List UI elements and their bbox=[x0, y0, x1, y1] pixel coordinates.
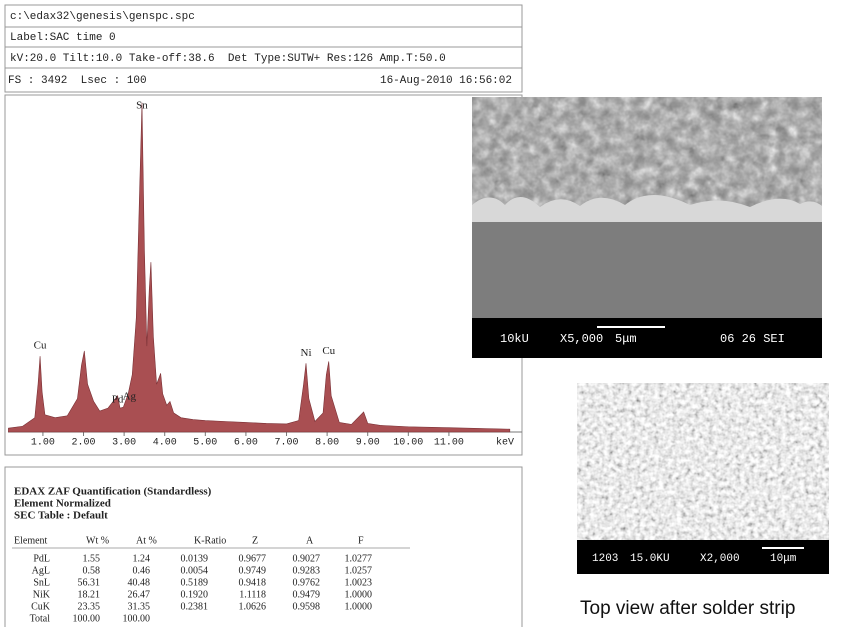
table-cell: 0.58 bbox=[83, 565, 101, 576]
sem-cross-section: 10kU X5,000 5μm 06 26 SEI bbox=[472, 97, 822, 358]
quant-table: EDAX ZAF Quantification (Standardless) E… bbox=[4, 466, 523, 627]
table-cell: 0.9479 bbox=[293, 589, 321, 600]
spectrum-chart: keV 1.00 2.00 3.00 4.00 5.00 6.00 7.00 8.00 9.00… bbox=[4, 94, 523, 456]
x-tick-label: 2.00 bbox=[72, 438, 96, 449]
settings: kV:20.0 Tilt:10.0 Take-off:38.6 Det Type… bbox=[10, 53, 446, 65]
table-cell: 0.9762 bbox=[293, 577, 321, 588]
table-cell: 0.9598 bbox=[293, 601, 321, 612]
table-cell: 56.31 bbox=[78, 577, 101, 588]
table-title: SEC Table : Default bbox=[14, 510, 108, 522]
sem-databar bbox=[577, 540, 829, 574]
spectrum-header: c:\edax32\genesis\genspc.spc Label:SAC t… bbox=[4, 4, 523, 93]
table-cell: Total bbox=[30, 613, 51, 624]
x-tick-label: 11.00 bbox=[434, 438, 464, 449]
sem-texture bbox=[577, 383, 829, 540]
table-cell: 1.24 bbox=[133, 553, 151, 564]
table-cell: NiK bbox=[33, 589, 51, 600]
table-cell: 31.35 bbox=[128, 601, 151, 612]
table-title: Element Normalized bbox=[14, 498, 111, 510]
sem-text: 1203 bbox=[592, 553, 618, 565]
peak-label: Ag bbox=[123, 391, 137, 403]
sem-text: X5,000 bbox=[560, 332, 603, 346]
table-cell: 26.47 bbox=[128, 589, 151, 600]
sem-text: 15.0KU bbox=[630, 553, 670, 565]
table-cell: 40.48 bbox=[128, 577, 151, 588]
table-cell: CuK bbox=[31, 601, 51, 612]
table-cell: 0.9418 bbox=[239, 577, 267, 588]
peak-label: Cu bbox=[34, 340, 47, 352]
table-cell: 0.0054 bbox=[181, 565, 209, 576]
table-header: Wt % bbox=[86, 535, 109, 546]
x-tick-label: 3.00 bbox=[112, 438, 136, 449]
table-cell: 1.55 bbox=[83, 553, 101, 564]
table-cell: 0.0139 bbox=[181, 553, 209, 564]
table-cell: 1.0000 bbox=[345, 601, 373, 612]
x-tick-label: 1.00 bbox=[31, 438, 55, 449]
header-frame bbox=[4, 4, 523, 93]
table-header: Z bbox=[252, 535, 258, 546]
table-cell: 0.9749 bbox=[239, 565, 267, 576]
label: Label:SAC time 0 bbox=[10, 32, 116, 44]
fs-lsec: FS : 3492 Lsec : 100 bbox=[8, 75, 147, 87]
table-header: A bbox=[306, 535, 314, 546]
peak-label: Sn bbox=[136, 100, 148, 112]
x-axis-label: keV bbox=[496, 437, 514, 449]
peak-label: Ni bbox=[301, 347, 312, 359]
table-cell: 100.00 bbox=[73, 613, 101, 624]
table-header: At % bbox=[136, 535, 157, 546]
sem-text: 5μm bbox=[615, 332, 637, 346]
table-cell: AgL bbox=[32, 565, 50, 576]
table-cell: SnL bbox=[33, 577, 50, 588]
table-cell: 0.9283 bbox=[293, 565, 321, 576]
table-cell: 1.0257 bbox=[345, 565, 373, 576]
x-tick-label: 10.00 bbox=[393, 438, 423, 449]
table-cell: 0.1920 bbox=[181, 589, 209, 600]
x-tick-label: 9.00 bbox=[356, 438, 380, 449]
table-frame bbox=[4, 466, 523, 627]
spectrum-area bbox=[8, 102, 511, 433]
sem-text: 10μm bbox=[770, 553, 797, 565]
table-cell: 1.0023 bbox=[345, 577, 373, 588]
table-cell: 0.5189 bbox=[181, 577, 209, 588]
x-tick-label: 5.00 bbox=[193, 438, 217, 449]
x-tick-label: 4.00 bbox=[153, 438, 177, 449]
file-path: c:\edax32\genesis\genspc.spc bbox=[10, 11, 195, 23]
table-cell: 100.00 bbox=[123, 613, 151, 624]
caption: Top view after solder strip bbox=[580, 598, 795, 619]
x-tick-label: 6.00 bbox=[234, 438, 258, 449]
table-header: Element bbox=[14, 535, 48, 546]
x-tick-label: 8.00 bbox=[315, 438, 339, 449]
peak-label: Pd bbox=[112, 393, 124, 405]
table-header: K-Ratio bbox=[194, 535, 226, 546]
table-cell: 0.9027 bbox=[293, 553, 321, 564]
sem-databar bbox=[472, 318, 822, 358]
table-title: EDAX ZAF Quantification (Standardless) bbox=[14, 486, 212, 498]
sem-text: X2,000 bbox=[700, 553, 740, 565]
table-cell: 0.9677 bbox=[239, 553, 267, 564]
table-cell: 23.35 bbox=[78, 601, 101, 612]
sem-top-view: 1203 15.0KU X2,000 10μm Top view after s… bbox=[577, 383, 829, 619]
table-cell: 1.1118 bbox=[239, 589, 266, 600]
x-tick-label: 7.00 bbox=[275, 438, 299, 449]
table-cell: 0.2381 bbox=[181, 601, 209, 612]
table-cell: PdL bbox=[33, 553, 50, 564]
table-cell: 1.0000 bbox=[345, 589, 373, 600]
table-cell: 1.0626 bbox=[239, 601, 267, 612]
sem-substrate bbox=[472, 222, 822, 318]
interface bbox=[472, 195, 822, 222]
table-header: F bbox=[358, 535, 364, 546]
sem-text: 06 26 SEI bbox=[720, 332, 785, 346]
date: 16-Aug-2010 16:56:02 bbox=[380, 75, 512, 87]
table-cell: 0.46 bbox=[133, 565, 151, 576]
sem-text: 10kU bbox=[500, 332, 529, 346]
table-cell: 1.0277 bbox=[345, 553, 373, 564]
peak-label: Cu bbox=[322, 345, 335, 357]
table-cell: 18.21 bbox=[78, 589, 101, 600]
